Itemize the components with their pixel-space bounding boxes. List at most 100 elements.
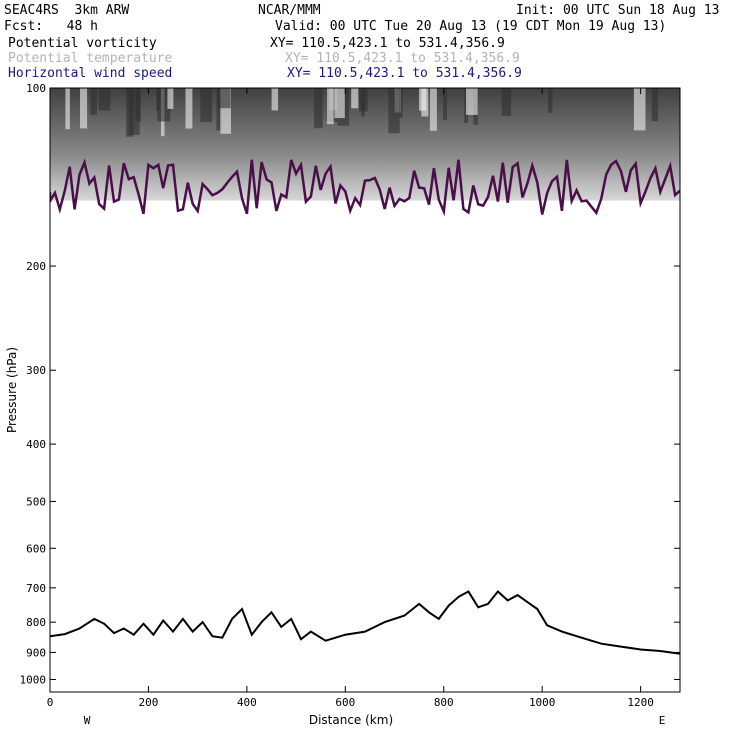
wind-vector — [112, 565, 113, 574]
wind-vector — [290, 383, 295, 397]
wind-vector — [393, 431, 397, 440]
wind-vector — [361, 319, 368, 335]
wind-vector — [357, 474, 362, 481]
wind-vector — [161, 279, 166, 293]
extrema-label-48: H — [245, 449, 253, 464]
extrema-label-28: L — [315, 381, 323, 396]
pv-plume — [381, 469, 388, 632]
wind-vector — [237, 320, 239, 335]
wind-vector — [450, 410, 455, 419]
wind-vector — [308, 263, 313, 272]
extrema-label-31: 2.36 — [196, 420, 227, 435]
wind-vector — [184, 453, 188, 461]
wind-vector — [113, 488, 122, 502]
extrema-label-64: 0.29 — [259, 524, 290, 539]
wind-vector — [608, 628, 609, 644]
wind-vector — [538, 531, 540, 544]
wind-vector — [219, 236, 220, 251]
wind-vector — [237, 306, 240, 314]
wind-vector — [326, 321, 333, 334]
wind-vector — [131, 344, 139, 356]
wind-vector — [113, 449, 114, 461]
strat-streak — [466, 88, 478, 115]
wind-vector — [450, 469, 456, 482]
wind-vector — [77, 346, 78, 356]
wind-vector — [591, 607, 592, 616]
wind-vector — [503, 244, 507, 251]
wind-vector — [657, 359, 663, 376]
wind-vector — [249, 533, 255, 544]
wind-vector — [591, 430, 594, 439]
pv-contours — [235, 253, 507, 609]
pv-plume — [585, 491, 597, 531]
pv-plume — [357, 431, 373, 632]
wind-vector — [376, 322, 379, 335]
wind-vector — [343, 283, 344, 293]
wind-vector — [499, 325, 503, 335]
wind-vector — [236, 493, 237, 502]
strat-streak — [157, 88, 171, 122]
x-tick-label: 0 — [47, 696, 54, 709]
y-tick-label: 400 — [26, 438, 46, 451]
wind-vector — [323, 536, 325, 544]
wind-vector — [74, 406, 78, 419]
wind-vector — [163, 385, 167, 397]
strat-streak — [334, 88, 345, 119]
extrema-label-37: 1.22 — [91, 450, 122, 465]
wind-vector — [555, 607, 556, 617]
wind-vector — [485, 486, 488, 502]
wind-vector — [219, 510, 220, 524]
wind-vector — [645, 485, 649, 502]
extrema-label-9: .00 — [291, 289, 314, 304]
wind-vector — [467, 448, 470, 460]
wind-vector — [131, 213, 135, 229]
legend-pv-xy: XY= 110.5,423.1 to 531.4,356.9 — [270, 36, 505, 51]
wind-vector — [533, 387, 538, 397]
wind-vector — [308, 565, 310, 581]
wind-vector — [273, 565, 275, 583]
wind-vector — [499, 275, 503, 292]
wind-vector — [414, 258, 422, 271]
west-label: W — [84, 714, 91, 727]
wind-vector — [538, 474, 542, 481]
wind-vector — [181, 577, 184, 586]
wind-vector — [501, 298, 503, 314]
wind-vector — [379, 565, 382, 581]
y-tick-label: 200 — [26, 260, 46, 273]
wind-vector — [202, 320, 204, 334]
wind-vector — [60, 426, 61, 440]
wind-vector — [521, 513, 523, 523]
wind-vector — [450, 512, 451, 523]
wind-vector — [343, 254, 345, 271]
wind-vector — [485, 239, 489, 250]
wind-vector — [605, 234, 609, 251]
wind-vector — [184, 220, 186, 230]
wind-vector — [574, 568, 575, 586]
wind-vector — [237, 389, 241, 397]
wind-vector — [574, 363, 580, 376]
wind-vector — [184, 510, 189, 523]
wind-vector — [485, 341, 492, 355]
wind-vector — [322, 472, 325, 481]
wind-vector — [60, 490, 67, 502]
wind-vector — [485, 535, 488, 544]
wind-vector — [555, 565, 557, 580]
wind-vector — [148, 321, 149, 334]
wind-vector — [148, 389, 152, 398]
wind-vector — [237, 262, 242, 272]
wind-vector — [661, 628, 662, 644]
wind-vector — [326, 443, 331, 460]
wind-vector — [148, 464, 152, 481]
wind-vector — [252, 212, 255, 229]
wind-vector — [290, 326, 293, 334]
wind-vector — [645, 423, 651, 439]
wind-vector — [298, 488, 308, 503]
wind-vector — [602, 256, 609, 272]
wind-vector — [355, 408, 362, 418]
wind-vector — [432, 451, 435, 461]
wind-vector — [627, 586, 633, 598]
legend-wind-xy: XY= 110.5,423.1 to 531.4,356.9 — [287, 66, 522, 81]
wind-vector — [538, 365, 543, 376]
wind-vector — [78, 362, 81, 377]
wind-vector — [58, 366, 59, 377]
